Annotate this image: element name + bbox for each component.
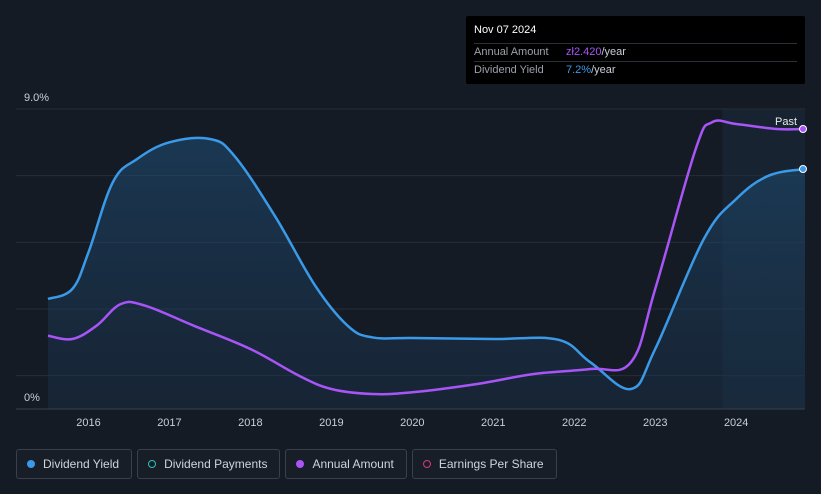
- dividend-yield-line: [47, 136, 806, 391]
- legend-earnings-per-share[interactable]: Earnings Per Share: [411, 449, 557, 479]
- tooltip-value: zł2.420: [566, 46, 602, 58]
- x-tick-label: 2021: [481, 417, 505, 429]
- y-tick-bottom: 0%: [24, 392, 40, 404]
- tooltip-unit: /year: [591, 64, 616, 76]
- y-tick-top: 9.0%: [24, 92, 49, 104]
- hollow-dot-icon: [422, 460, 431, 468]
- x-tick-label: 2017: [157, 417, 181, 429]
- tooltip-row-dividend-yield: Dividend Yield 7.2%/year: [474, 61, 797, 79]
- dividend-chart: 2016 2017 2018 2019 2020 2021 2022 2023 2024 9.0…: [16, 92, 807, 429]
- legend-dividend-yield[interactable]: Dividend Yield: [16, 449, 133, 479]
- legend-annual-amount[interactable]: Annual Amount: [285, 449, 407, 479]
- legend-dividend-payments[interactable]: Dividend Payments: [137, 449, 281, 479]
- dividend-yield-area: [48, 137, 805, 409]
- dividend-yield-end-marker[interactable]: [799, 165, 807, 173]
- x-tick-label: 2020: [400, 417, 424, 429]
- annual-amount-line: [47, 119, 806, 396]
- legend-label: Dividend Payments: [164, 457, 268, 471]
- tooltip-label: Dividend Yield: [474, 64, 544, 76]
- tooltip-unit: /year: [601, 46, 626, 58]
- x-tick-label: 2023: [643, 417, 667, 429]
- filled-dot-icon: [27, 460, 35, 468]
- legend-label: Earnings Per Share: [438, 457, 544, 471]
- tooltip-date: Nov 07 2024: [474, 24, 537, 36]
- tooltip-row-annual-amount: Annual Amount zł2.420/year: [474, 43, 797, 61]
- legend: Dividend Yield Dividend Payments Annual …: [16, 449, 557, 479]
- x-tick-label: 2019: [319, 417, 343, 429]
- x-tick-label: 2022: [562, 417, 586, 429]
- x-tick-label: 2018: [238, 417, 262, 429]
- hollow-dot-icon: [148, 460, 157, 468]
- x-tick-label: 2024: [724, 417, 748, 429]
- legend-label: Dividend Yield: [43, 457, 120, 471]
- tooltip: Nov 07 2024 Annual Amount zł2.420/year D…: [466, 16, 805, 84]
- past-label: Past: [775, 116, 797, 128]
- x-tick-label: 2016: [76, 417, 100, 429]
- x-axis-ticks: 2016 2017 2018 2019 2020 2021 2022 2023 2024: [76, 417, 748, 429]
- tooltip-value: 7.2%: [566, 64, 592, 76]
- legend-label: Annual Amount: [312, 457, 394, 471]
- filled-dot-icon: [296, 460, 305, 468]
- tooltip-label: Annual Amount: [474, 46, 549, 58]
- annual-amount-end-marker[interactable]: [799, 125, 807, 133]
